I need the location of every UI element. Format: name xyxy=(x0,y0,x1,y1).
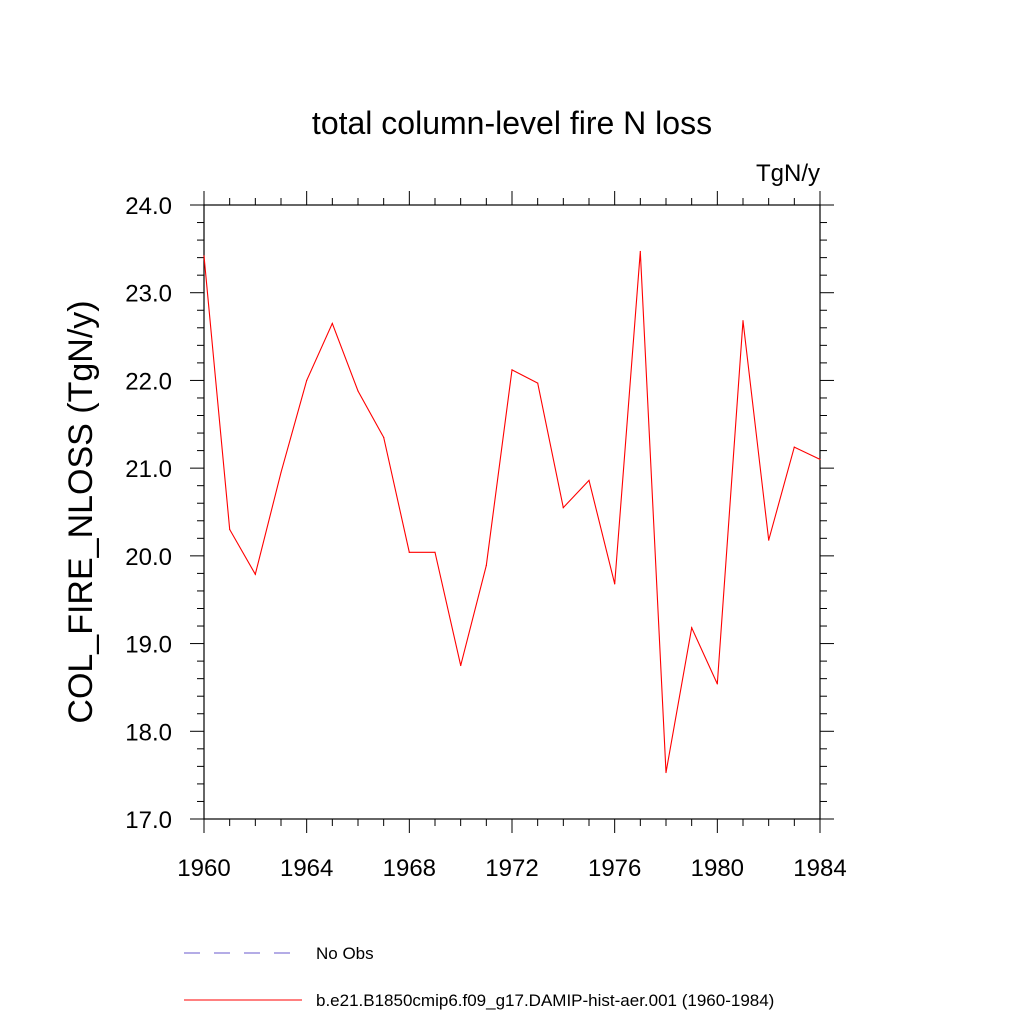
x-tick-label: 1968 xyxy=(383,855,436,882)
y-tick-label: 23.0 xyxy=(125,281,172,308)
legend-label: No Obs xyxy=(316,944,374,963)
data-point xyxy=(357,390,359,392)
x-tick-label: 1964 xyxy=(280,855,333,882)
data-point xyxy=(614,583,616,585)
x-tick-label: 1972 xyxy=(485,855,538,882)
data-point xyxy=(434,551,436,553)
data-point xyxy=(691,627,693,629)
data-point xyxy=(408,551,410,553)
data-point xyxy=(793,446,795,448)
chart-title: total column-level fire N loss xyxy=(312,105,712,141)
data-point xyxy=(562,507,564,509)
x-tick-label: 1980 xyxy=(691,855,744,882)
units-label: TgN/y xyxy=(756,160,820,187)
data-point xyxy=(665,771,667,774)
plot-area: 17.0 18.0 19.0 20.0 21.0 22.0 23.0 24.0 1960 1964… xyxy=(125,191,847,882)
data-point xyxy=(331,322,333,325)
data-point xyxy=(485,564,487,567)
data-point xyxy=(716,683,718,685)
data-point xyxy=(280,471,282,474)
legend-label: b.e21.B1850cmip6.f09_g17.DAMIP-hist-aer.… xyxy=(316,991,774,1010)
data-point xyxy=(511,369,513,371)
data-point xyxy=(537,382,539,384)
series-line xyxy=(203,251,821,773)
data-point xyxy=(254,573,256,575)
data-point xyxy=(306,379,308,382)
y-tick-label: 22.0 xyxy=(125,368,172,395)
data-point xyxy=(819,458,821,460)
y-tick-label: 21.0 xyxy=(125,456,172,483)
data-point xyxy=(588,479,590,482)
data-point xyxy=(229,528,231,531)
legend: No Obs b.e21.B1850cmip6.f09_g17.DAMIP-his… xyxy=(184,944,774,1010)
x-tick-label: 1984 xyxy=(793,855,846,882)
y-tick-label: 20.0 xyxy=(125,544,172,571)
y-tick-label: 18.0 xyxy=(125,719,172,746)
y-tick-label: 19.0 xyxy=(125,632,172,659)
y-tick-label: 24.0 xyxy=(125,193,172,220)
data-point xyxy=(742,320,744,322)
data-point xyxy=(460,664,462,667)
data-point xyxy=(383,436,385,439)
plot-frame xyxy=(203,204,821,820)
y-axis-label: COL_FIRE_NLOSS (TgN/y) xyxy=(62,300,100,723)
y-tick-label: 17.0 xyxy=(125,807,172,834)
data-point xyxy=(639,250,641,253)
x-tick-label: 1976 xyxy=(588,855,641,882)
data-point xyxy=(768,539,770,541)
data-point xyxy=(203,255,205,257)
x-tick-label: 1960 xyxy=(177,855,230,882)
